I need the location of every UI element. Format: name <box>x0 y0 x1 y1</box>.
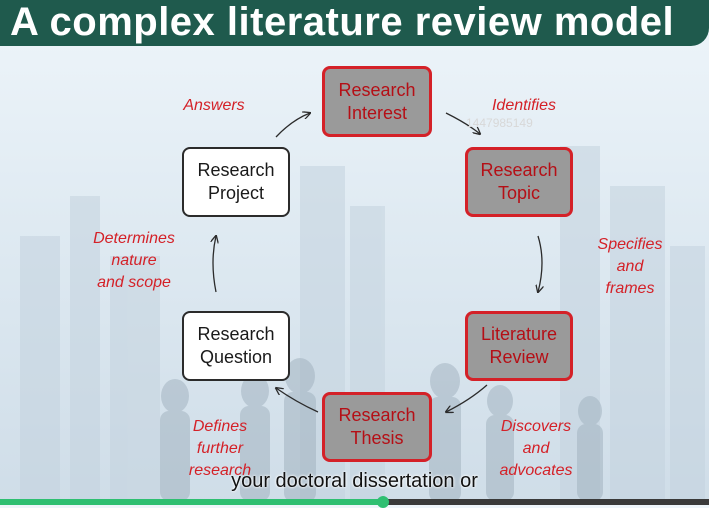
city-skyline-background <box>20 146 705 499</box>
node-research-project: Research Project <box>182 147 290 217</box>
label-determines-nature-and-scope: Determines nature and scope <box>93 230 175 291</box>
watermark-id: 1447985149 <box>466 116 533 130</box>
node-literature-review: Literature Review <box>465 311 573 381</box>
video-progress-fill <box>0 499 383 505</box>
node-research-question: Research Question <box>182 311 290 381</box>
arrow-topic-to-review <box>538 235 542 292</box>
label-defines-further-research: Defines further research <box>188 418 252 479</box>
label-specifies-and-frames: Specifies and frames <box>597 236 663 297</box>
arrow-interest-to-topic <box>445 112 480 134</box>
node-research-interest: Research Interest <box>322 66 432 137</box>
arrow-review-to-thesis <box>446 384 488 412</box>
title-banner: A complex literature review model <box>0 0 709 46</box>
video-subtitle: your doctoral dissertation or <box>231 470 478 492</box>
label-discovers-and-advocates: Discovers and advocates <box>499 418 573 479</box>
arrow-thesis-to-question <box>276 388 319 413</box>
video-progress-handle[interactable] <box>376 496 389 508</box>
video-progress-bar[interactable] <box>0 496 709 508</box>
node-research-thesis: Research Thesis <box>322 392 432 462</box>
arrow-question-to-project <box>213 236 216 293</box>
label-identifies: Identifies <box>491 97 557 114</box>
node-research-topic: Research Topic <box>465 147 573 217</box>
arrow-project-to-interest <box>275 113 310 138</box>
label-answers: Answers <box>183 97 245 114</box>
slide-title: A complex literature review model <box>10 0 675 44</box>
